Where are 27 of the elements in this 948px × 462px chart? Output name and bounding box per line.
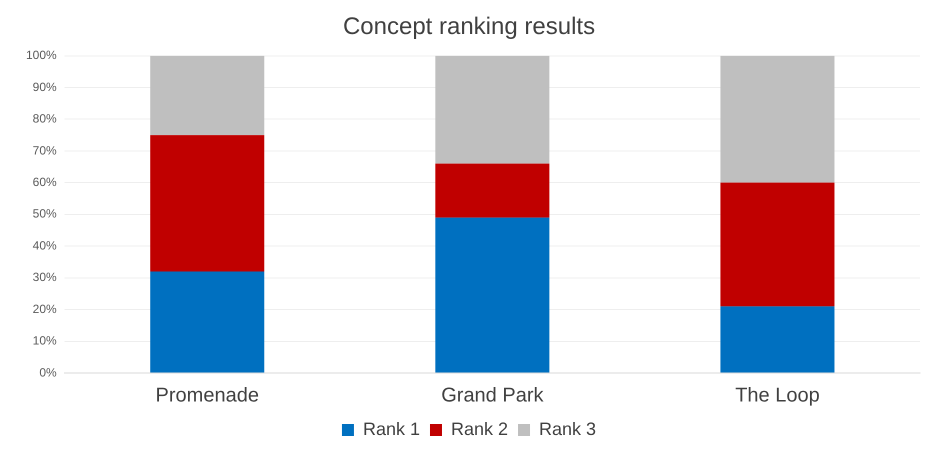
y-tick-label: 70%	[32, 143, 58, 158]
bar	[150, 271, 264, 372]
bar	[720, 306, 834, 372]
bar	[720, 182, 834, 306]
y-tick-label: 50%	[32, 206, 58, 221]
bar	[720, 56, 834, 183]
y-tick-label: 40%	[32, 238, 58, 252]
y-tick-label: 60%	[32, 174, 58, 189]
chart-title: Concept ranking results	[342, 13, 596, 40]
bar	[150, 135, 264, 272]
x-tick-label: Grand Park	[441, 384, 544, 407]
y-tick-label: 30%	[32, 270, 58, 284]
legend-label: Rank 2	[450, 418, 508, 439]
y-tick-label: 100%	[26, 48, 58, 62]
y-tick-label: 80%	[32, 112, 58, 126]
y-tick-label: 90%	[32, 80, 58, 94]
legend-label: Rank 3	[539, 418, 596, 439]
bar	[435, 218, 550, 372]
y-tick-label: 10%	[32, 334, 58, 348]
x-tick-label: The Loop	[735, 384, 820, 407]
bar	[150, 56, 264, 136]
y-tick-label: 0%	[39, 365, 58, 380]
bar	[435, 164, 550, 218]
y-tick-label: 20%	[32, 302, 58, 316]
legend-label: Rank 1	[362, 418, 420, 439]
x-tick-label: Promenade	[156, 384, 259, 407]
bar	[435, 56, 550, 164]
